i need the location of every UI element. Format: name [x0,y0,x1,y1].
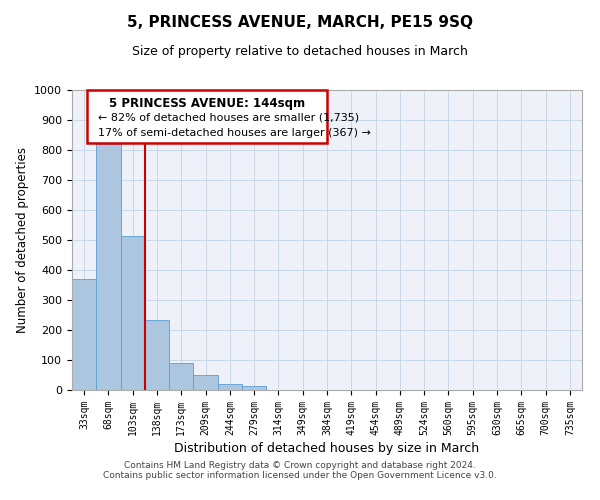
Bar [193,375,218,390]
Bar [169,363,193,390]
Bar [96,144,121,390]
Bar [218,384,242,390]
FancyBboxPatch shape [88,90,327,142]
Bar [145,320,169,390]
Text: Contains HM Land Registry data © Crown copyright and database right 2024.
Contai: Contains HM Land Registry data © Crown c… [103,460,497,480]
X-axis label: Distribution of detached houses by size in March: Distribution of detached houses by size … [175,442,479,455]
Text: Size of property relative to detached houses in March: Size of property relative to detached ho… [132,45,468,58]
Bar [72,279,96,390]
Y-axis label: Number of detached properties: Number of detached properties [16,147,29,333]
Text: ← 82% of detached houses are smaller (1,735): ← 82% of detached houses are smaller (1,… [97,112,359,122]
Bar [121,236,145,390]
Text: 5 PRINCESS AVENUE: 144sqm: 5 PRINCESS AVENUE: 144sqm [109,98,305,110]
Text: 5, PRINCESS AVENUE, MARCH, PE15 9SQ: 5, PRINCESS AVENUE, MARCH, PE15 9SQ [127,15,473,30]
Bar [242,386,266,390]
Text: 17% of semi-detached houses are larger (367) →: 17% of semi-detached houses are larger (… [97,128,370,138]
